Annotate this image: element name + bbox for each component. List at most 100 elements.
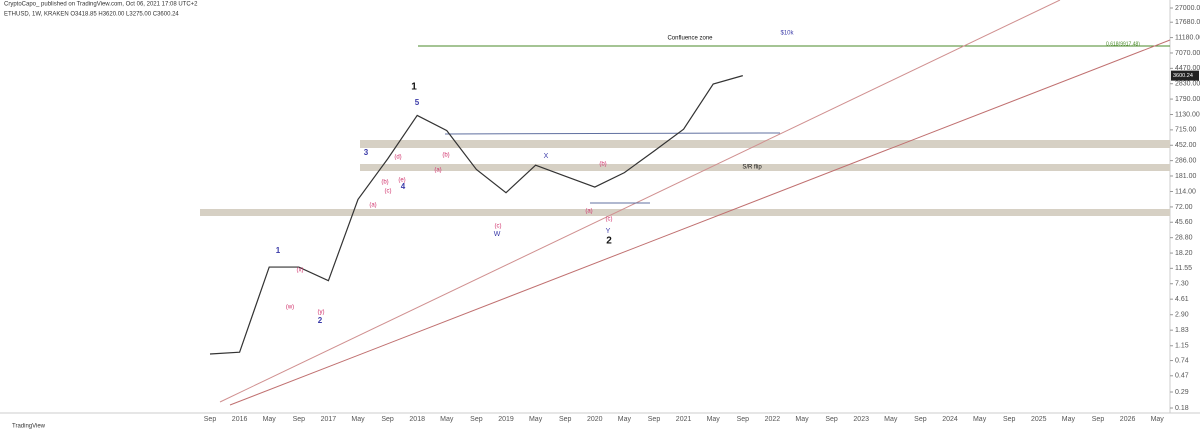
annotation: (x) [297, 268, 304, 274]
y-tick-label: 7070.00 [1175, 50, 1200, 57]
x-tick-label: Sep [648, 416, 661, 423]
y-tick-label: 0.18 [1175, 405, 1189, 412]
level-line [444, 132, 781, 135]
x-tick-label: 2022 [765, 416, 781, 423]
y-tick-label: 11180.00 [1175, 34, 1200, 41]
x-tick-label: 2026 [1120, 416, 1136, 423]
last-price-box [1171, 70, 1199, 81]
y-tick-label: 2.90 [1175, 312, 1189, 319]
annotation: 5 [415, 98, 420, 107]
price-line [209, 75, 743, 355]
annotation: (a) [434, 168, 441, 174]
x-tick-label: May [884, 416, 898, 423]
zone [200, 209, 1170, 216]
x-tick-label: 2025 [1031, 416, 1047, 423]
x-tick-label: Sep [825, 416, 838, 423]
y-tick-label: 11.55 [1175, 265, 1192, 272]
annotation: (b) [599, 162, 606, 168]
spacer [1120, 74, 1166, 92]
y-tick-label: 27000.00 [1175, 5, 1200, 12]
x-tick-label: Sep [381, 416, 394, 423]
annotation: (c) [495, 224, 502, 230]
annotation: Y [606, 228, 611, 235]
annotation: 1 [276, 246, 281, 255]
x-tick-label: Sep [1003, 416, 1016, 423]
annotation: S/R flip [742, 165, 762, 171]
annotation: 2 [606, 236, 612, 247]
x-tick-label: May [1062, 416, 1076, 423]
x-tick-label: 2020 [587, 416, 603, 423]
x-tick-label: Sep [914, 416, 927, 423]
x-tick-label: May [440, 416, 454, 423]
symbol-info: ETHUSD, 1W, KRAKEN O3418.85 H3620.00 L32… [4, 12, 179, 18]
y-tick-label: 1.83 [1175, 327, 1189, 334]
annotation: 4 [401, 182, 406, 191]
x-tick-label: 2023 [853, 416, 869, 423]
y-tick-label: 1130.00 [1175, 111, 1200, 118]
annotation: (a) [369, 203, 376, 209]
annotation: (c) [606, 217, 613, 223]
x-tick-label: May [707, 416, 721, 423]
y-tick-label: 0.29 [1175, 389, 1189, 396]
annotation: (e) [398, 178, 405, 184]
x-tick-label: May [351, 416, 365, 423]
x-tick-label: 2018 [409, 416, 425, 423]
x-tick-label: Sep [1092, 416, 1105, 423]
annotation: 1 [411, 82, 417, 93]
y-tick-label: 18.20 [1175, 250, 1193, 257]
annotation: (b) [442, 153, 449, 159]
y-tick-label: 2830.00 [1175, 81, 1200, 88]
x-tick-label: May [973, 416, 987, 423]
y-tick-label: 0.47 [1175, 373, 1189, 380]
x-tick-label: May [263, 416, 277, 423]
trendline [219, 0, 1061, 403]
annotation: (w) [286, 305, 294, 311]
y-tick-label: 4470.00 [1175, 65, 1200, 72]
annotation: (b) [381, 180, 388, 186]
x-tick-label: Sep [470, 416, 483, 423]
y-tick-label: 452.00 [1175, 142, 1197, 149]
x-tick-label: May [529, 416, 543, 423]
trendline [229, 39, 1171, 406]
y-tick-label: 0.74 [1175, 357, 1189, 364]
x-tick-label: May [795, 416, 809, 423]
x-tick-label: 2019 [498, 416, 514, 423]
y-tick-label: 181.00 [1175, 173, 1197, 180]
annotation: 0.618(9917.48) [1106, 41, 1140, 47]
y-tick-label: 1.15 [1175, 343, 1189, 350]
x-tick-label: Sep [293, 416, 306, 423]
annotation: 3 [364, 148, 369, 157]
annotation: Confluence zone [667, 36, 713, 42]
x-tick-label: Sep [737, 416, 750, 423]
x-tick-label: Sep [559, 416, 572, 423]
annotation: $10k [780, 31, 794, 37]
publish-info: CryptoCapo_ published on TradingView.com… [4, 2, 198, 8]
annotation: X [544, 153, 549, 160]
y-tick-label: 7.30 [1175, 281, 1189, 288]
x-tick-label: 2017 [321, 416, 337, 423]
y-tick-label: 4.61 [1175, 296, 1189, 303]
y-tick-label: 17680.00 [1175, 19, 1200, 26]
y-tick-label: 715.00 [1175, 127, 1197, 134]
x-tick-label: May [1151, 416, 1165, 423]
zone [360, 164, 1170, 171]
x-tick-label: 2016 [232, 416, 248, 423]
annotation: (d) [394, 155, 401, 161]
x-tick-label: May [618, 416, 632, 423]
x-tick-label: 2021 [676, 416, 692, 423]
y-tick-label: 114.00 [1175, 188, 1196, 195]
y-tick-label: 1790.00 [1175, 96, 1200, 103]
last-price-label: 3600.24 [1173, 73, 1193, 79]
annotation: 2 [318, 316, 323, 325]
y-tick-label: 28.80 [1175, 235, 1193, 242]
footer-logo: TradingView [12, 424, 46, 430]
y-tick-label: 286.00 [1175, 157, 1197, 164]
x-tick-label: 2024 [942, 416, 958, 423]
annotation: (c) [385, 189, 392, 195]
y-tick-label: 72.00 [1175, 204, 1193, 211]
y-tick-label: 45.60 [1175, 219, 1193, 226]
annotation: (a) [585, 209, 592, 215]
annotation: W [494, 231, 501, 238]
